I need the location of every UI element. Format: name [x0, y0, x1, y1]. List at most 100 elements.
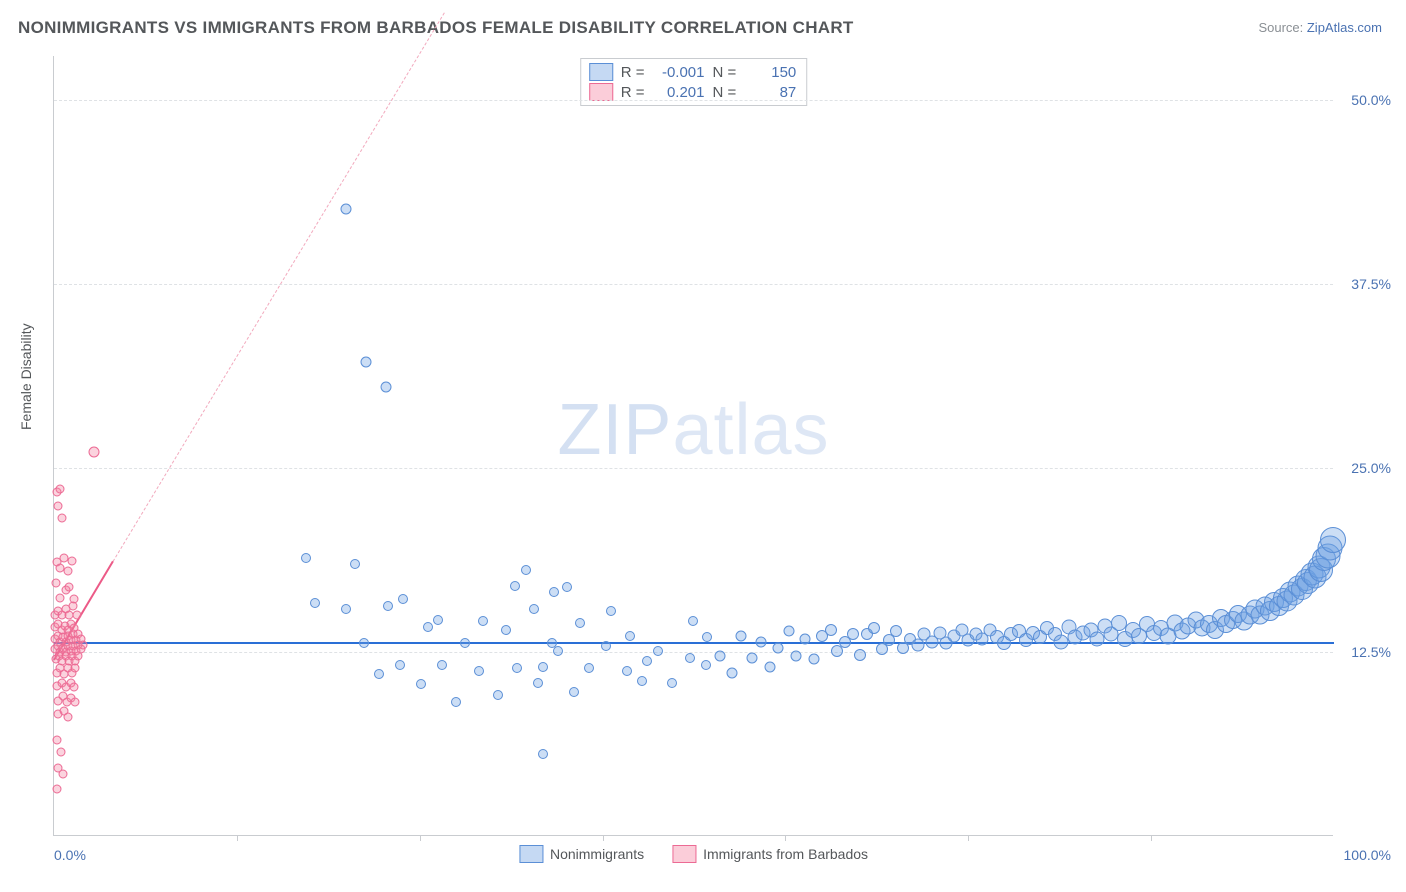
- data-point-blue: [340, 204, 351, 215]
- x-tick-mark: [237, 835, 238, 841]
- data-point-pink: [65, 583, 74, 592]
- y-tick-label: 25.0%: [1351, 460, 1391, 476]
- data-point-blue: [637, 676, 647, 686]
- swatch-blue-icon: [519, 845, 543, 863]
- data-point-blue: [538, 749, 548, 759]
- data-point-pink: [53, 502, 62, 511]
- data-point-blue: [478, 616, 488, 626]
- source-link[interactable]: ZipAtlas.com: [1307, 20, 1382, 35]
- data-point-pink: [88, 446, 99, 457]
- data-point-pink: [69, 602, 78, 611]
- data-point-blue: [809, 654, 820, 665]
- data-point-blue: [301, 553, 311, 563]
- x-tick-mark: [968, 835, 969, 841]
- stats-row-pink: R = 0.201 N = 87: [589, 83, 797, 101]
- data-point-blue: [783, 626, 794, 637]
- n-label: N =: [713, 84, 737, 101]
- data-point-blue: [714, 651, 725, 662]
- data-point-blue: [437, 660, 447, 670]
- data-point-blue: [854, 649, 866, 661]
- correlation-stats-box: R = -0.001 N = 150 R = 0.201 N = 87: [580, 58, 808, 106]
- data-point-blue: [791, 651, 802, 662]
- data-point-blue: [374, 669, 384, 679]
- data-point-blue: [847, 628, 859, 640]
- data-point-blue: [736, 630, 747, 641]
- data-point-blue: [642, 656, 652, 666]
- data-point-blue: [383, 601, 393, 611]
- data-point-blue: [433, 615, 443, 625]
- data-point-blue: [685, 653, 695, 663]
- gridline-h: [54, 468, 1333, 469]
- watermark: ZIPatlas: [557, 389, 829, 471]
- data-point-blue: [825, 624, 837, 636]
- trend-line: [112, 12, 444, 561]
- data-point-blue: [1320, 527, 1346, 553]
- data-point-blue: [606, 606, 616, 616]
- data-point-pink: [70, 683, 79, 692]
- watermark-thin: atlas: [672, 390, 829, 470]
- legend-item-blue: Nonimmigrants: [519, 845, 644, 863]
- gridline-h: [54, 652, 1333, 653]
- data-point-blue: [398, 594, 408, 604]
- legend-item-pink: Immigrants from Barbados: [672, 845, 868, 863]
- x-tick-mark: [603, 835, 604, 841]
- data-point-pink: [53, 784, 62, 793]
- data-point-pink: [52, 736, 61, 745]
- swatch-blue-icon: [589, 63, 613, 81]
- data-point-blue: [350, 559, 360, 569]
- data-point-pink: [71, 664, 80, 673]
- data-point-blue: [773, 642, 784, 653]
- data-point-blue: [653, 646, 663, 656]
- data-point-blue: [667, 678, 677, 688]
- data-point-blue: [553, 646, 563, 656]
- data-point-blue: [538, 662, 548, 672]
- r-label: R =: [621, 84, 645, 101]
- y-tick-label: 50.0%: [1351, 92, 1391, 108]
- data-point-blue: [361, 357, 372, 368]
- watermark-bold: ZIP: [557, 390, 672, 470]
- data-point-blue: [584, 663, 594, 673]
- data-point-blue: [562, 582, 572, 592]
- data-point-pink: [64, 567, 73, 576]
- r-value-pink: 0.201: [653, 84, 705, 101]
- y-tick-label: 37.5%: [1351, 276, 1391, 292]
- data-point-blue: [549, 587, 559, 597]
- data-point-pink: [51, 578, 60, 587]
- data-point-blue: [474, 666, 484, 676]
- source-label: Source:: [1258, 20, 1306, 35]
- data-point-pink: [57, 514, 66, 523]
- legend-label-blue: Nonimmigrants: [550, 846, 644, 862]
- n-value-pink: 87: [744, 84, 796, 101]
- legend-label-pink: Immigrants from Barbados: [703, 846, 868, 862]
- data-point-blue: [460, 638, 470, 648]
- data-point-pink: [58, 770, 67, 779]
- data-point-blue: [575, 618, 585, 628]
- chart-title: NONIMMIGRANTS VS IMMIGRANTS FROM BARBADO…: [18, 18, 854, 38]
- y-tick-label: 12.5%: [1351, 644, 1391, 660]
- data-point-blue: [493, 690, 503, 700]
- data-point-blue: [569, 687, 579, 697]
- data-point-blue: [800, 633, 811, 644]
- swatch-pink-icon: [589, 83, 613, 101]
- gridline-h: [54, 100, 1333, 101]
- data-point-blue: [395, 660, 405, 670]
- data-point-blue: [1090, 631, 1105, 646]
- data-point-blue: [521, 565, 531, 575]
- data-point-blue: [416, 679, 426, 689]
- data-point-pink: [55, 484, 64, 493]
- data-point-blue: [341, 604, 351, 614]
- x-tick-mark: [1151, 835, 1152, 841]
- x-axis-max-label: 100.0%: [1344, 847, 1391, 863]
- data-point-pink: [74, 652, 83, 661]
- data-point-pink: [73, 611, 82, 620]
- data-point-blue: [1054, 634, 1069, 649]
- n-label: N =: [713, 64, 737, 81]
- data-point-blue: [451, 697, 461, 707]
- data-point-blue: [625, 631, 635, 641]
- data-point-blue: [727, 667, 738, 678]
- data-point-blue: [423, 622, 433, 632]
- stats-row-blue: R = -0.001 N = 150: [589, 63, 797, 81]
- data-point-blue: [702, 632, 712, 642]
- x-tick-mark: [420, 835, 421, 841]
- data-point-blue: [501, 625, 511, 635]
